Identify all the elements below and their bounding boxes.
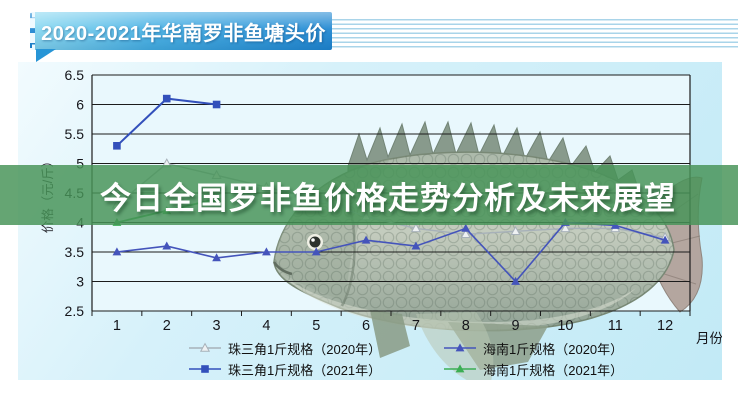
x-tick-label: 3 bbox=[213, 318, 221, 334]
x-tick-label: 2 bbox=[163, 318, 171, 334]
chart-title-banner: 2020-2021年华南罗非鱼塘头价 bbox=[30, 12, 332, 50]
x-tick-label: 8 bbox=[462, 318, 470, 334]
legend-label: 海南1斤规格（2021年） bbox=[483, 362, 624, 378]
series-marker bbox=[201, 365, 209, 373]
legend-item: 海南1斤规格（2021年） bbox=[443, 360, 623, 378]
series-marker bbox=[660, 235, 670, 244]
legend-item: 海南1斤规格（2020年） bbox=[443, 339, 623, 357]
series-marker bbox=[311, 247, 321, 256]
legend-item: 珠三角1斤规格（2021年） bbox=[188, 360, 443, 378]
fish-mouth bbox=[272, 261, 293, 276]
fish-eye bbox=[309, 236, 321, 248]
y-tick-label: 5 bbox=[76, 156, 84, 172]
x-tick-label: 1 bbox=[113, 318, 121, 334]
banner-tail-decoration bbox=[36, 49, 56, 62]
series-marker bbox=[455, 343, 465, 352]
series-marker bbox=[510, 225, 521, 236]
legend-label: 海南1斤规格（2020年） bbox=[483, 341, 624, 357]
watermark-title: 今日全国罗非鱼价格走势分析及未来展望 bbox=[100, 180, 676, 216]
legend-marker-triangle bbox=[444, 364, 476, 373]
x-tick-label: 11 bbox=[608, 318, 623, 334]
series-marker bbox=[112, 247, 122, 256]
legend-item: 珠三角1斤规格（2020年） bbox=[188, 339, 443, 357]
series-marker bbox=[460, 228, 471, 238]
series-marker bbox=[212, 100, 221, 109]
x-tick-label: 9 bbox=[512, 318, 520, 334]
series-marker bbox=[455, 364, 465, 373]
legend-label: 珠三角1斤规格（2020年） bbox=[228, 341, 382, 357]
fish-pectoral-fin bbox=[416, 312, 494, 380]
x-tick-label: 12 bbox=[657, 318, 673, 334]
chart-title: 2020-2021年华南罗非鱼塘头价 bbox=[41, 22, 326, 45]
y-tick-label: 3 bbox=[76, 274, 84, 290]
x-tick-label: 7 bbox=[412, 318, 420, 334]
x-tick-label: 10 bbox=[557, 318, 573, 334]
x-tick-label: 4 bbox=[262, 318, 270, 334]
x-tick-label: 5 bbox=[312, 318, 320, 334]
y-tick-label: 2.5 bbox=[65, 303, 85, 319]
header-stripes-decoration bbox=[330, 19, 738, 49]
series-marker bbox=[162, 94, 171, 103]
series-marker bbox=[411, 241, 421, 250]
series-marker bbox=[162, 241, 172, 250]
series-marker bbox=[410, 222, 421, 233]
y-tick-label: 6 bbox=[76, 97, 84, 113]
fish-eye-highlight bbox=[311, 238, 315, 242]
series-marker bbox=[461, 223, 471, 232]
y-tick-label: 6.5 bbox=[65, 67, 85, 83]
series-marker bbox=[361, 235, 371, 244]
x-tick-label: 6 bbox=[362, 318, 370, 334]
legend-marker-square bbox=[189, 365, 221, 373]
series-marker bbox=[212, 253, 221, 262]
fish-pelvic-fin bbox=[370, 310, 410, 358]
chart-legend: 珠三角1斤规格（2020年） 海南1斤规格（2020年） 珠三角1斤规格（2021年… bbox=[188, 339, 623, 378]
x-axis-title: 月份 bbox=[696, 331, 722, 346]
series-marker bbox=[199, 342, 211, 352]
legend-marker-triangle bbox=[444, 343, 476, 352]
y-tick-label: 3.5 bbox=[65, 244, 85, 260]
y-tick-label: 5.5 bbox=[65, 126, 85, 142]
series-marker bbox=[113, 142, 121, 150]
series-marker bbox=[511, 276, 520, 285]
series-marker bbox=[560, 222, 571, 233]
series-marker bbox=[262, 247, 271, 256]
watermark-banner: 今日全国罗非鱼价格走势分析及未来展望 bbox=[0, 165, 738, 225]
legend-marker-triangle-open bbox=[189, 342, 221, 352]
legend-label: 珠三角1斤规格（2021年） bbox=[228, 362, 382, 378]
